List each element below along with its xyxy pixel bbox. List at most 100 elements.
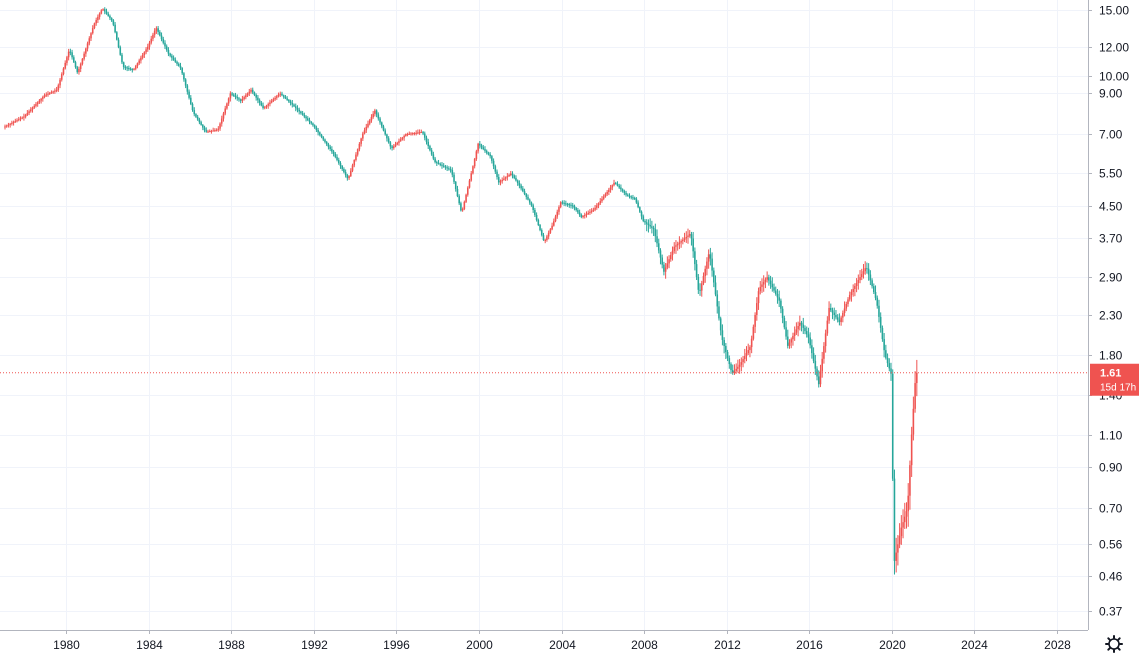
- candle: [669, 251, 672, 262]
- candle: [260, 101, 263, 107]
- candle-body: [71, 52, 73, 58]
- candle: [589, 209, 591, 215]
- candle: [766, 271, 768, 283]
- candle: [728, 355, 731, 369]
- candle-body: [890, 368, 892, 374]
- candle-body: [103, 9, 106, 12]
- candle-body: [508, 174, 510, 177]
- candle-body: [155, 28, 158, 31]
- candle: [119, 45, 122, 56]
- candle-body: [756, 303, 758, 315]
- candle-body: [257, 97, 259, 101]
- candle-body: [303, 114, 306, 117]
- candle: [718, 301, 720, 321]
- grid-lines: [0, 0, 1088, 630]
- x-tick-label: 2012: [714, 638, 741, 652]
- candle: [742, 355, 744, 368]
- candle-body: [282, 95, 285, 97]
- candle: [592, 207, 595, 212]
- candle-body: [410, 133, 412, 135]
- candle: [520, 183, 522, 191]
- candle: [540, 228, 543, 237]
- candle-body: [128, 68, 130, 70]
- x-axis[interactable]: 1980 1984 1988 1992 1996 2000 2004 2008 2012 2016…: [53, 630, 1071, 652]
- candle-body: [296, 108, 299, 110]
- candle-body: [403, 135, 405, 138]
- candle-body: [728, 358, 731, 365]
- candle-body: [17, 119, 20, 121]
- candle: [116, 31, 118, 41]
- candle: [202, 124, 204, 131]
- candle: [575, 206, 577, 212]
- candle: [88, 36, 91, 46]
- candle-body: [451, 170, 454, 175]
- candle-body: [227, 98, 230, 104]
- candle: [914, 371, 916, 413]
- candle: [635, 197, 638, 204]
- candle: [814, 354, 817, 375]
- candle-body: [112, 20, 115, 25]
- candle-body: [912, 408, 915, 435]
- candle: [871, 278, 873, 289]
- candle-body: [14, 121, 17, 123]
- x-tick-label: 1980: [53, 638, 80, 652]
- candle-body: [606, 192, 608, 195]
- candle-body: [626, 194, 629, 196]
- candle-body: [694, 251, 696, 265]
- candle: [723, 337, 725, 354]
- candle-body: [589, 211, 591, 213]
- candle-body: [21, 117, 23, 119]
- candle-body: [243, 97, 245, 99]
- candle-body: [234, 95, 237, 98]
- candle: [136, 62, 139, 69]
- candle-body: [862, 271, 865, 275]
- candle-body: [688, 234, 691, 236]
- candle: [159, 30, 161, 37]
- candle: [504, 176, 507, 181]
- candle-body: [826, 320, 829, 334]
- candle: [642, 214, 645, 223]
- candle: [393, 144, 395, 150]
- candle: [578, 209, 581, 217]
- candle-body: [195, 114, 197, 117]
- candle: [771, 277, 774, 292]
- candle-body: [387, 138, 390, 143]
- candle: [496, 169, 498, 180]
- y-tick-label: 0.70: [1099, 502, 1123, 516]
- candle: [341, 165, 343, 171]
- candle: [274, 95, 276, 101]
- candle-body: [334, 153, 337, 157]
- candle-body: [119, 47, 122, 55]
- candle-body: [848, 294, 851, 300]
- candle-body: [570, 204, 572, 206]
- y-tick-label: 5.50: [1099, 167, 1123, 181]
- candle-body: [509, 173, 512, 175]
- y-tick-label: 0.37: [1099, 605, 1123, 619]
- candle: [93, 22, 96, 30]
- candle: [55, 86, 58, 93]
- candle-body: [16, 120, 18, 122]
- candle-body: [136, 63, 139, 67]
- candle-body: [916, 372, 918, 384]
- candle-body: [525, 194, 528, 197]
- candle: [413, 132, 416, 136]
- candle-body: [537, 219, 540, 226]
- candle-body: [596, 205, 598, 208]
- candle-body: [337, 159, 340, 163]
- candle: [890, 362, 892, 381]
- candle: [532, 203, 534, 213]
- candle-body: [594, 207, 596, 210]
- candle-body: [697, 276, 700, 290]
- candle: [81, 58, 84, 66]
- candle-body: [188, 91, 190, 98]
- y-axis[interactable]: 15.00 12.00 10.00 9.00 7.00 5.50 4.50 3.70 2.90 2…: [1088, 4, 1129, 619]
- candle: [647, 219, 650, 233]
- candle: [289, 99, 292, 106]
- candle-body: [251, 89, 254, 93]
- candle: [76, 65, 79, 74]
- gear-icon[interactable]: [1105, 635, 1123, 653]
- candle-body: [527, 196, 529, 200]
- candle-body: [245, 95, 247, 98]
- candles: [4, 7, 918, 575]
